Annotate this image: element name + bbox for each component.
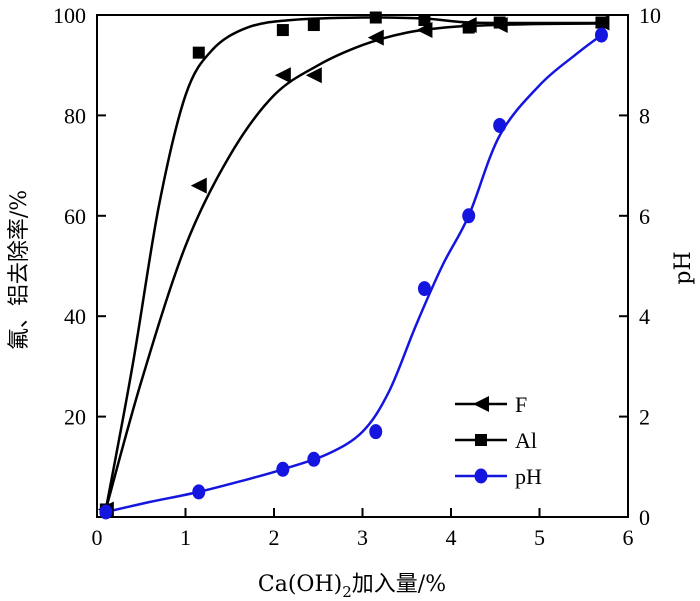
data-point-ph bbox=[192, 484, 206, 500]
x-axis-title-prefix: Ca(OH) bbox=[258, 572, 342, 597]
legend-label-f: F bbox=[515, 392, 527, 417]
data-point-al bbox=[493, 16, 506, 29]
legend-marker-f bbox=[473, 396, 489, 412]
data-point-f bbox=[274, 67, 291, 84]
series-markers bbox=[97, 11, 610, 520]
y-right-tick-label: 10 bbox=[639, 3, 661, 28]
data-point-al bbox=[192, 46, 205, 59]
data-point-al bbox=[595, 16, 608, 29]
legend-marker-al bbox=[475, 434, 487, 446]
data-point-ph bbox=[417, 281, 431, 297]
data-point-ph bbox=[99, 504, 113, 520]
y-right-tick-label: 4 bbox=[639, 304, 650, 329]
legend-marker-ph bbox=[474, 468, 488, 484]
y-left-tick-label: 100 bbox=[53, 3, 86, 28]
data-point-ph bbox=[276, 461, 290, 477]
data-point-ph bbox=[462, 208, 476, 224]
y-right-tick-label: 8 bbox=[639, 103, 650, 128]
data-point-ph bbox=[369, 424, 383, 440]
y-left-tick-label: 40 bbox=[64, 304, 86, 329]
data-point-f bbox=[367, 29, 384, 46]
y-right-tick-label: 6 bbox=[639, 204, 650, 229]
data-point-ph bbox=[493, 117, 507, 133]
x-tick-label: 3 bbox=[357, 525, 368, 550]
y-right-axis-ticks: 0 2 4 6 8 10 bbox=[619, 3, 661, 530]
data-point-al bbox=[462, 21, 475, 34]
y-left-tick-label: 80 bbox=[64, 103, 86, 128]
data-point-f bbox=[416, 22, 433, 39]
legend: F Al pH bbox=[455, 392, 542, 489]
y-left-tick-label: 20 bbox=[64, 405, 86, 430]
y-right-tick-label: 2 bbox=[639, 405, 650, 430]
y-left-tick-label: 60 bbox=[64, 204, 86, 229]
x-tick-label: 2 bbox=[269, 525, 280, 550]
series-line-ph bbox=[105, 34, 603, 514]
x-tick-label: 1 bbox=[180, 525, 191, 550]
data-point-al bbox=[369, 11, 382, 24]
data-point-ph bbox=[594, 27, 608, 43]
data-point-f bbox=[190, 177, 207, 194]
x-axis-title-suffix: 加入量/% bbox=[352, 572, 446, 597]
data-point-ph bbox=[307, 451, 321, 467]
y-right-tick-label: 0 bbox=[639, 505, 650, 530]
y-left-axis-ticks: 20 40 60 80 100 bbox=[53, 3, 106, 518]
data-point-al bbox=[418, 14, 431, 27]
data-point-al bbox=[307, 19, 320, 32]
x-axis-title-subscript: 2 bbox=[342, 583, 352, 601]
legend-label-al: Al bbox=[515, 428, 537, 453]
plot-border bbox=[96, 14, 629, 518]
data-point-f bbox=[305, 67, 322, 84]
x-tick-label: 4 bbox=[446, 525, 457, 550]
data-point-al bbox=[276, 24, 289, 37]
plot-frame bbox=[96, 14, 629, 518]
x-tick-label: 5 bbox=[534, 525, 545, 550]
y-left-axis-title: 氟、铝去除率/% bbox=[7, 190, 32, 350]
legend-label-ph: pH bbox=[515, 464, 542, 489]
x-tick-label: 6 bbox=[623, 525, 634, 550]
x-axis-ticks: 0 1 2 3 4 5 6 bbox=[92, 508, 634, 550]
x-tick-label: 0 bbox=[92, 525, 103, 550]
x-axis-title: Ca(OH)2加入量/% bbox=[258, 572, 446, 601]
y-right-axis-title: pH bbox=[671, 251, 696, 284]
